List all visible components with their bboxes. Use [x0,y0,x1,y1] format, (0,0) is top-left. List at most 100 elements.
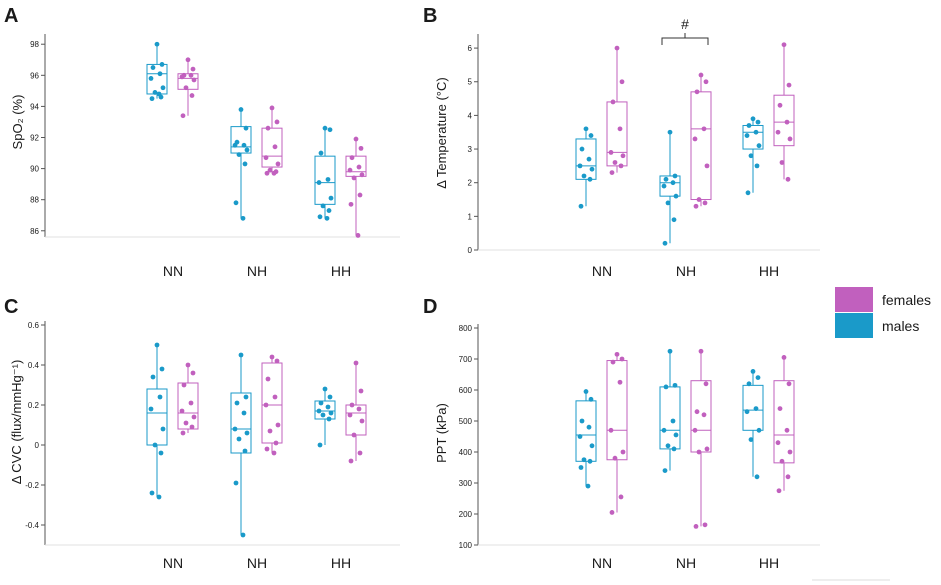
point-females-c-nh-0 [269,354,275,360]
point-males-a-nh-9 [240,215,246,221]
point-males-a-nh-8 [233,200,239,206]
point-males-d-nh-8 [662,468,668,473]
point-females-d-hh-5 [787,449,793,455]
point-females-d-hh-2 [777,406,783,411]
box-females-c-nh [261,362,283,444]
point-males-c-nh-5 [244,430,250,436]
significance-marker: # [681,16,689,32]
point-females-d-nn-4 [608,427,614,433]
point-females-d-hh-7 [785,474,791,480]
point-males-a-nh-1 [243,125,249,131]
point-females-d-hh-3 [784,427,790,433]
point-females-c-hh-5 [359,418,365,424]
point-females-c-nh-9 [271,450,277,456]
point-females-a-nh-9 [271,170,277,176]
y-tick-label-a-2: 90 [30,165,39,174]
y-tick-label-c-4: 0.4 [28,361,40,370]
point-males-b-hh-0 [750,116,756,122]
point-females-b-nh-2 [694,89,700,95]
point-females-b-hh-0 [781,42,787,48]
point-females-b-nh-5 [704,163,710,169]
point-females-b-nn-4 [608,150,614,155]
legend-label-males: males [882,318,919,334]
box-group-males-d-hh [742,369,764,480]
box-group-females-c-nh [261,354,283,456]
point-females-b-nh-8 [693,203,699,209]
panel-letter-d: D [423,296,437,318]
point-females-d-nn-5 [620,449,626,455]
point-females-a-hh-6 [351,175,357,181]
box-females-d-nh [690,380,712,453]
point-females-d-hh-0 [781,355,787,360]
point-males-b-nn-7 [587,176,593,182]
box-group-females-d-hh [773,355,795,494]
box-males-d-hh [742,384,764,431]
point-females-a-nh-8 [264,170,270,176]
y-tick-label-d-5: 600 [459,386,473,395]
point-males-c-nn-6 [152,442,158,448]
y-tick-label-c-0: -0.4 [25,521,39,530]
y-tick-label-d-4: 500 [459,417,473,426]
point-males-b-nh-8 [662,240,668,246]
point-males-d-nn-6 [581,457,587,463]
y-tick-label-a-6: 98 [30,40,39,49]
box-group-females-c-hh [345,360,367,464]
significance-bracket [661,37,709,45]
point-males-b-nn-4 [577,163,583,169]
point-females-c-nh-5 [275,422,281,428]
point-males-d-hh-5 [756,427,762,433]
group-label-a-hh: HH [331,263,351,279]
point-males-c-nh-6 [236,436,242,442]
legend-label-females: females [882,292,931,308]
box-females-b-nn [606,101,628,167]
point-males-a-nn-0 [154,41,160,47]
box-males-b-hh [742,124,764,150]
point-males-a-nh-0 [238,107,244,112]
point-males-d-nn-5 [589,443,595,449]
point-females-a-nn-4 [179,74,185,80]
point-males-b-hh-5 [756,143,762,149]
box-females-d-nn [606,360,628,461]
point-males-a-nn-6 [152,90,158,95]
point-females-a-nh-2 [265,125,271,131]
y-tick-label-d-3: 400 [459,448,473,457]
box-males-a-hh [314,155,336,205]
point-males-d-hh-7 [754,474,760,480]
box-group-females-a-hh [345,136,367,238]
point-females-a-nh-5 [275,161,281,167]
y-tick-label-b-4: 4 [468,111,473,120]
y-tick-label-b-2: 2 [468,179,473,188]
point-females-a-hh-5 [359,172,365,178]
point-females-a-nn-8 [180,113,186,119]
point-females-c-nn-2 [181,382,187,388]
box-males-b-nh [659,175,681,197]
point-females-a-hh-3 [356,164,362,170]
panel-letter-c: C [4,296,18,318]
point-males-c-nn-8 [149,490,155,496]
point-females-b-hh-5 [787,136,793,142]
point-males-b-nn-1 [588,133,594,138]
y-tick-label-a-5: 96 [30,71,39,80]
point-females-d-nn-3 [617,379,623,385]
box-group-males-b-hh [742,116,764,196]
point-males-c-nn-2 [150,374,156,380]
box-females-a-hh [345,155,367,177]
point-females-b-nh-1 [703,79,709,85]
ylabel-a: SpO₂ (%) [10,95,25,150]
point-males-c-nh-7 [242,448,248,454]
point-males-c-nn-5 [160,426,166,432]
point-males-d-nn-9 [585,483,591,489]
point-females-d-nh-6 [696,449,702,455]
point-males-c-nn-0 [154,342,160,348]
group-label-d-nn: NN [592,555,612,571]
y-tick-label-d-7: 800 [459,324,473,333]
point-males-d-hh-4 [744,409,750,415]
panel-b: 0 1 2 3 4 5 6 [468,34,820,255]
point-females-d-hh-1 [786,381,792,387]
box-group-males-c-nh [230,352,252,538]
box-group-females-b-nn [606,45,628,176]
point-females-c-nn-1 [190,370,196,376]
point-males-b-nh-4 [661,183,667,189]
y-tick-label-b-5: 5 [468,78,473,87]
y-tick-label-c-1: -0.2 [25,481,39,490]
